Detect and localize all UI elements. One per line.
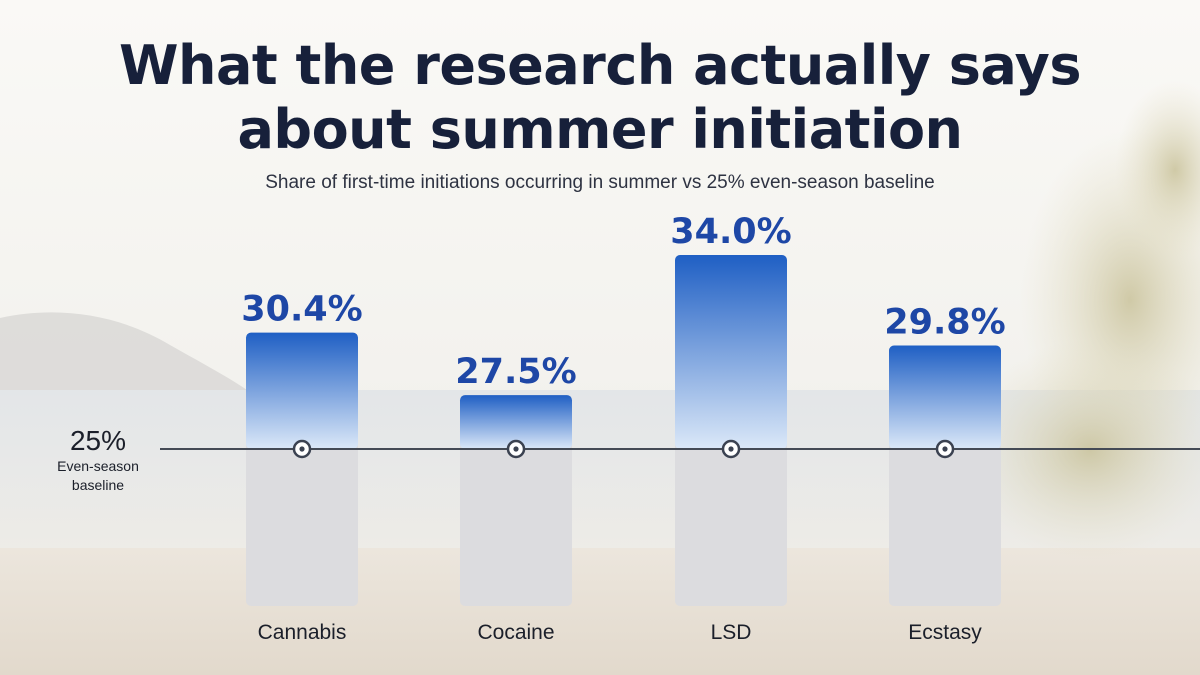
x-tick-label: LSD xyxy=(711,621,752,644)
bar-value-label: 30.4% xyxy=(241,290,362,330)
baseline-marker-dot xyxy=(513,446,519,452)
bar xyxy=(246,332,358,449)
bar-value-label: 27.5% xyxy=(455,352,576,392)
baseline-caption: Even-season xyxy=(57,458,139,474)
x-tick-label: Cocaine xyxy=(477,621,554,644)
bar xyxy=(460,395,572,449)
x-tick-label: Ecstasy xyxy=(908,621,982,644)
bar-value-label: 29.8% xyxy=(884,303,1005,343)
bar xyxy=(889,345,1001,449)
page-title: What the research actually says about su… xyxy=(0,34,1200,162)
x-tick-label: Cannabis xyxy=(258,621,347,644)
bar xyxy=(675,255,787,449)
title-line-2: about summer initiation xyxy=(237,98,963,161)
title-line-1: What the research actually says xyxy=(118,34,1082,97)
baseline-marker-dot xyxy=(942,446,948,452)
chart-subtitle: Share of first-time initiations occurrin… xyxy=(265,172,935,193)
baseline-value-label: 25% xyxy=(70,425,126,456)
baseline-marker-dot xyxy=(299,446,305,452)
baseline-marker-dot xyxy=(728,446,734,452)
baseline-caption: baseline xyxy=(72,477,124,493)
bar-value-label: 34.0% xyxy=(670,212,791,252)
